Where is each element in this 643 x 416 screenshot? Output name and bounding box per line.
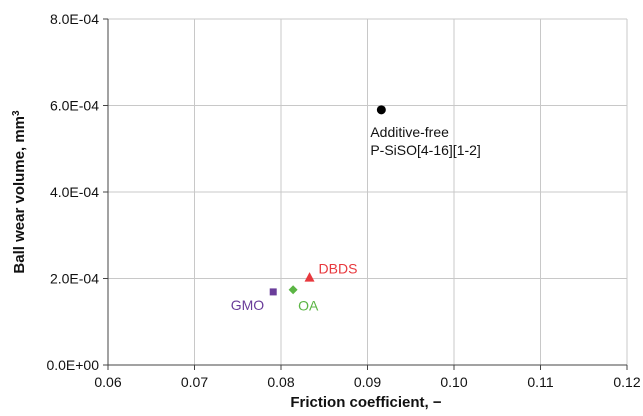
point-label: P-SiSO[4-16][1-2] [370, 142, 481, 158]
y-tick-label: 6.0E-04 [50, 98, 99, 114]
x-tick-label: 0.08 [267, 374, 294, 390]
y-tick-label: 4.0E-04 [50, 184, 99, 200]
data-point-triangle [304, 272, 315, 282]
data-point-diamond [288, 285, 298, 295]
y-tick-label: 0.0E+00 [46, 357, 99, 373]
y-tick-labels: 0.0E+00 2.0E-04 4.0E-04 6.0E-04 8.0E-04 [46, 11, 99, 373]
point-label: Additive-free [370, 124, 449, 140]
y-tick-label: 8.0E-04 [50, 11, 99, 27]
x-axis-title: Friction coefficient, − [290, 394, 442, 411]
point-label: DBDS [319, 261, 358, 277]
y-tick-label: 2.0E-04 [50, 271, 99, 287]
point-labels: Additive-free P-SiSO[4-16][1-2] DBDS OA GMO [231, 124, 481, 314]
x-tick-label: 0.09 [354, 374, 381, 390]
x-tick-label: 0.06 [94, 374, 121, 390]
grid-lines [108, 18, 628, 365]
y-axis-title-superscript: 3 [11, 110, 22, 116]
x-tick-label: 0.12 [613, 374, 640, 390]
data-point-square [269, 288, 277, 296]
y-axis-title: Ball wear volume, mm3 [11, 110, 29, 274]
axes [103, 18, 628, 370]
point-label: OA [298, 298, 319, 314]
x-tick-labels: 0.06 0.07 0.08 0.09 0.10 0.11 0.12 [94, 374, 640, 390]
data-points [269, 105, 386, 296]
x-tick-label: 0.10 [440, 374, 467, 390]
x-tick-label: 0.07 [181, 374, 208, 390]
x-tick-label: 0.11 [527, 374, 553, 390]
point-label: GMO [231, 297, 265, 313]
data-point-circle [376, 105, 386, 115]
